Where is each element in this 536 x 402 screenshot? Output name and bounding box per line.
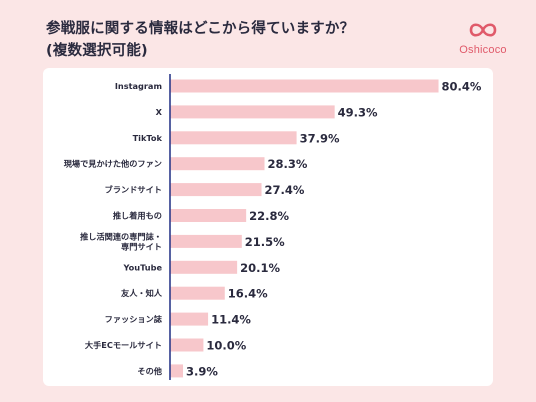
data-label: 27.4% xyxy=(265,183,305,197)
title-line-1: 参戦服に関する情報はどこから得ていますか？ xyxy=(46,21,355,37)
category-label: 友人・知人 xyxy=(120,288,163,298)
chart-panel: 80.4% Instagram 49.3% X 37.9% TikTok 28.3% 現場で見… xyxy=(43,68,493,386)
bar xyxy=(170,79,439,93)
bar xyxy=(170,183,262,197)
brand-logo: Oshicoco xyxy=(452,20,514,56)
category-label: X xyxy=(156,107,163,117)
category-label: 推し着用もの xyxy=(113,211,162,221)
data-label: 10.0% xyxy=(206,339,246,353)
bar xyxy=(170,105,335,119)
logo-text: Oshicoco xyxy=(459,44,507,56)
bar xyxy=(170,364,184,378)
category-label: TikTok xyxy=(133,133,163,143)
bar xyxy=(170,260,238,274)
data-label: 37.9% xyxy=(300,131,340,145)
category-label: その他 xyxy=(137,366,162,376)
category-label: ファッション誌 xyxy=(105,314,163,324)
bar xyxy=(170,338,204,352)
category-label: 推し活関連の専門誌・ xyxy=(80,231,162,241)
bar-chart: 80.4% Instagram 49.3% X 37.9% TikTok 28.3% 現場で見… xyxy=(64,74,482,380)
bar xyxy=(170,209,247,222)
bar xyxy=(170,312,209,326)
data-label: 11.4% xyxy=(211,313,251,327)
bar xyxy=(170,157,265,171)
bar xyxy=(170,131,297,145)
category-label: 現場で見かけた他のファン xyxy=(64,159,162,169)
data-label: 20.1% xyxy=(240,261,280,275)
category-label: 大手ECモールサイト xyxy=(85,340,162,350)
bar xyxy=(170,234,242,248)
data-label: 28.3% xyxy=(268,157,308,171)
category-label: Instagram xyxy=(115,81,162,91)
data-label: 3.9% xyxy=(186,364,218,378)
category-label: YouTube xyxy=(122,262,162,272)
data-label: 80.4% xyxy=(442,80,482,94)
data-label: 22.8% xyxy=(249,209,289,223)
title-line-2: (複数選択可能) xyxy=(46,43,148,59)
data-label: 16.4% xyxy=(228,287,268,301)
data-label: 49.3% xyxy=(338,105,378,119)
category-label: 専門サイト xyxy=(121,241,162,251)
data-label: 21.5% xyxy=(245,235,285,249)
category-label: ブランドサイト xyxy=(105,185,162,195)
bar xyxy=(170,286,225,300)
chart-title: 参戦服に関する情報はどこから得ていますか？ (複数選択可能) xyxy=(46,18,354,62)
infinity-loop-logo-icon xyxy=(469,23,497,37)
